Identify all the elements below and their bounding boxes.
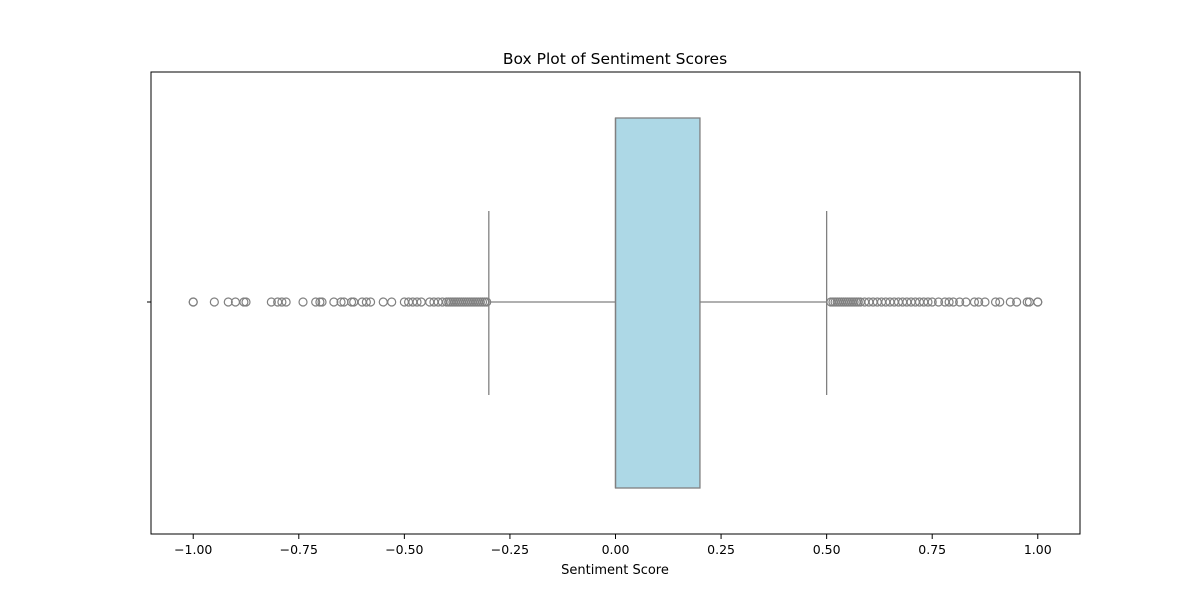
outlier-point: [1005, 297, 1015, 307]
outlier-point: [188, 297, 198, 307]
outlier-point: [990, 297, 1001, 307]
x-tick-label: 0.25: [707, 542, 735, 557]
x-tick-label: 0.75: [918, 542, 946, 557]
iqr-box: [614, 117, 701, 489]
outlier-point: [209, 297, 219, 307]
outlier-point: [1012, 297, 1022, 307]
outlier-point: [974, 297, 984, 307]
outlier-point: [944, 297, 954, 307]
outlier-point: [927, 297, 937, 307]
x-tick-label: 1.00: [1024, 542, 1052, 557]
outlier-point: [378, 297, 388, 307]
outlier-point: [223, 297, 233, 307]
x-tick-label: −0.75: [280, 542, 318, 557]
outlier-point: [980, 297, 990, 307]
outlier-point: [365, 297, 376, 307]
outlier-point: [933, 297, 944, 307]
outlier-point: [266, 297, 276, 307]
x-tick-label: 0.00: [602, 542, 630, 557]
outlier-point: [281, 297, 291, 307]
outlier-point: [1033, 297, 1043, 307]
outlier-point: [241, 297, 251, 307]
outlier-point: [412, 297, 422, 307]
x-tick-label: −0.25: [491, 542, 529, 557]
x-axis: −1.00 −0.75 −0.50 −0.25 0.00 0.25 0.50 0.75 1.00: [147, 301, 1052, 557]
outlier-point: [329, 297, 339, 307]
x-axis-label: Sentiment Score: [561, 563, 669, 578]
plot-area: [188, 117, 1043, 489]
outlier-point: [311, 297, 321, 307]
x-tick-label: 0.50: [813, 542, 841, 557]
outlier-point: [482, 297, 492, 307]
chart-title: Box Plot of Sentiment Scores: [503, 50, 727, 68]
outlier-point: [969, 297, 980, 307]
outlier-point: [995, 297, 1005, 307]
outlier-point: [955, 297, 965, 307]
outlier-point: [387, 297, 397, 307]
outlier-point: [948, 297, 958, 307]
x-tick-label: −0.50: [385, 542, 423, 557]
x-tick-label: −1.00: [174, 542, 212, 557]
outlier-point: [277, 297, 287, 307]
outlier-point: [336, 297, 346, 307]
outlier-point: [361, 297, 371, 307]
outlier-point: [923, 297, 933, 307]
outlier-point: [298, 297, 308, 307]
outlier-point: [317, 297, 327, 307]
